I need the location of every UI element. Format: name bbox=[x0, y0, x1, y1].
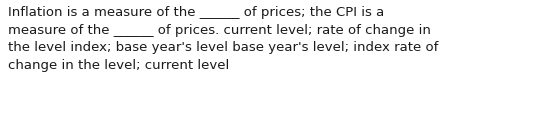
Text: Inflation is a measure of the ______ of prices; the CPI is a
measure of the ____: Inflation is a measure of the ______ of … bbox=[8, 6, 439, 72]
